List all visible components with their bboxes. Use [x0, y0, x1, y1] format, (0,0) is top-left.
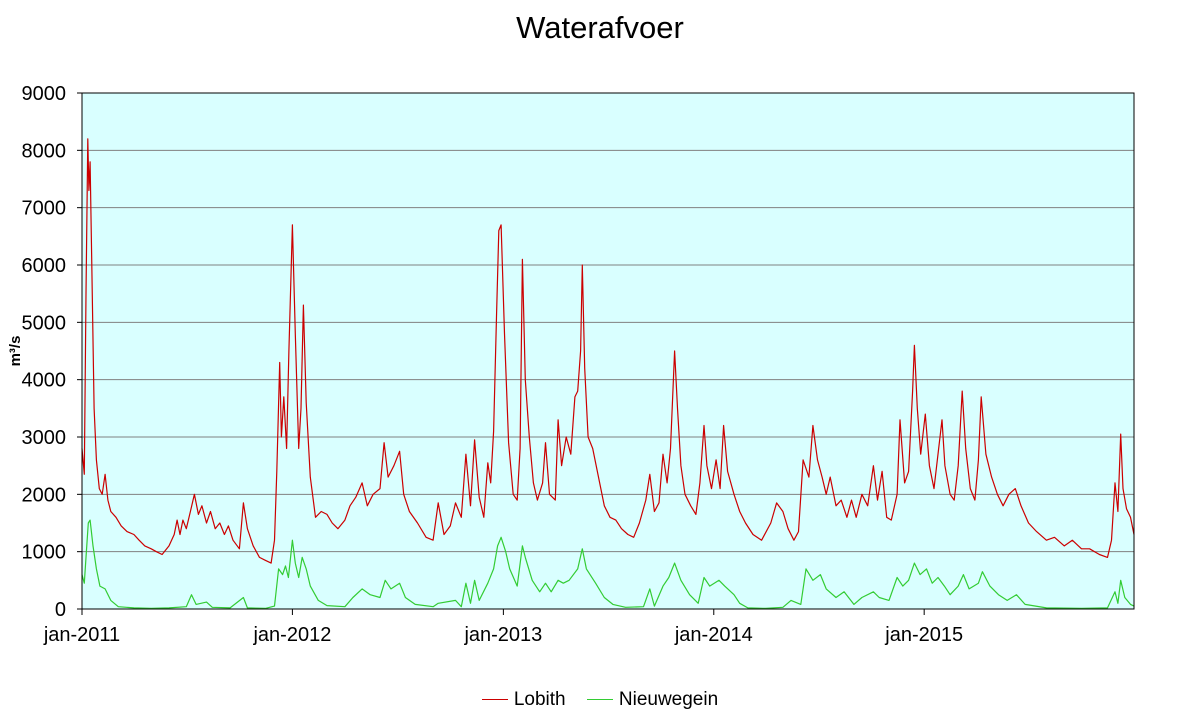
plot-border — [81, 92, 1135, 610]
y-tick-label: 9000 — [22, 83, 67, 105]
x-tick-label: jan-2013 — [463, 624, 542, 646]
y-tick-label: 5000 — [22, 312, 67, 334]
y-tick-label: 7000 — [22, 198, 67, 220]
y-tick-label: 1000 — [22, 542, 67, 564]
series-line-lobith — [81, 138, 1135, 564]
x-tick-label: jan-2015 — [884, 624, 963, 646]
x-tick-label: jan-2012 — [252, 624, 331, 646]
legend-label-lobith: Lobith — [513, 688, 566, 710]
y-tick-label: 4000 — [22, 370, 67, 392]
legend-label-nieuwegein: Nieuwegein — [618, 688, 719, 710]
y-tick-label: 3000 — [22, 427, 67, 449]
legend-swatch-nieuwegein — [586, 699, 613, 700]
y-tick-label: 2000 — [22, 484, 67, 506]
legend-item-lobith: Lobith — [481, 688, 566, 711]
series-line-nieuwegein — [81, 519, 1135, 610]
y-tick-label: 8000 — [22, 140, 67, 162]
y-axis-label: m³/s — [7, 336, 24, 367]
chart-legend: Lobith Nieuwegein — [0, 684, 1200, 711]
y-tick-label: 0 — [55, 599, 66, 621]
legend-item-nieuwegein: Nieuwegein — [586, 688, 719, 711]
plot-area — [82, 93, 1134, 609]
legend-swatch-lobith — [481, 699, 508, 700]
x-tick-label: jan-2014 — [674, 624, 753, 646]
x-tick-label: jan-2011 — [43, 624, 120, 646]
y-tick-label: 6000 — [22, 255, 67, 277]
chart-title: Waterafvoer — [516, 10, 684, 45]
